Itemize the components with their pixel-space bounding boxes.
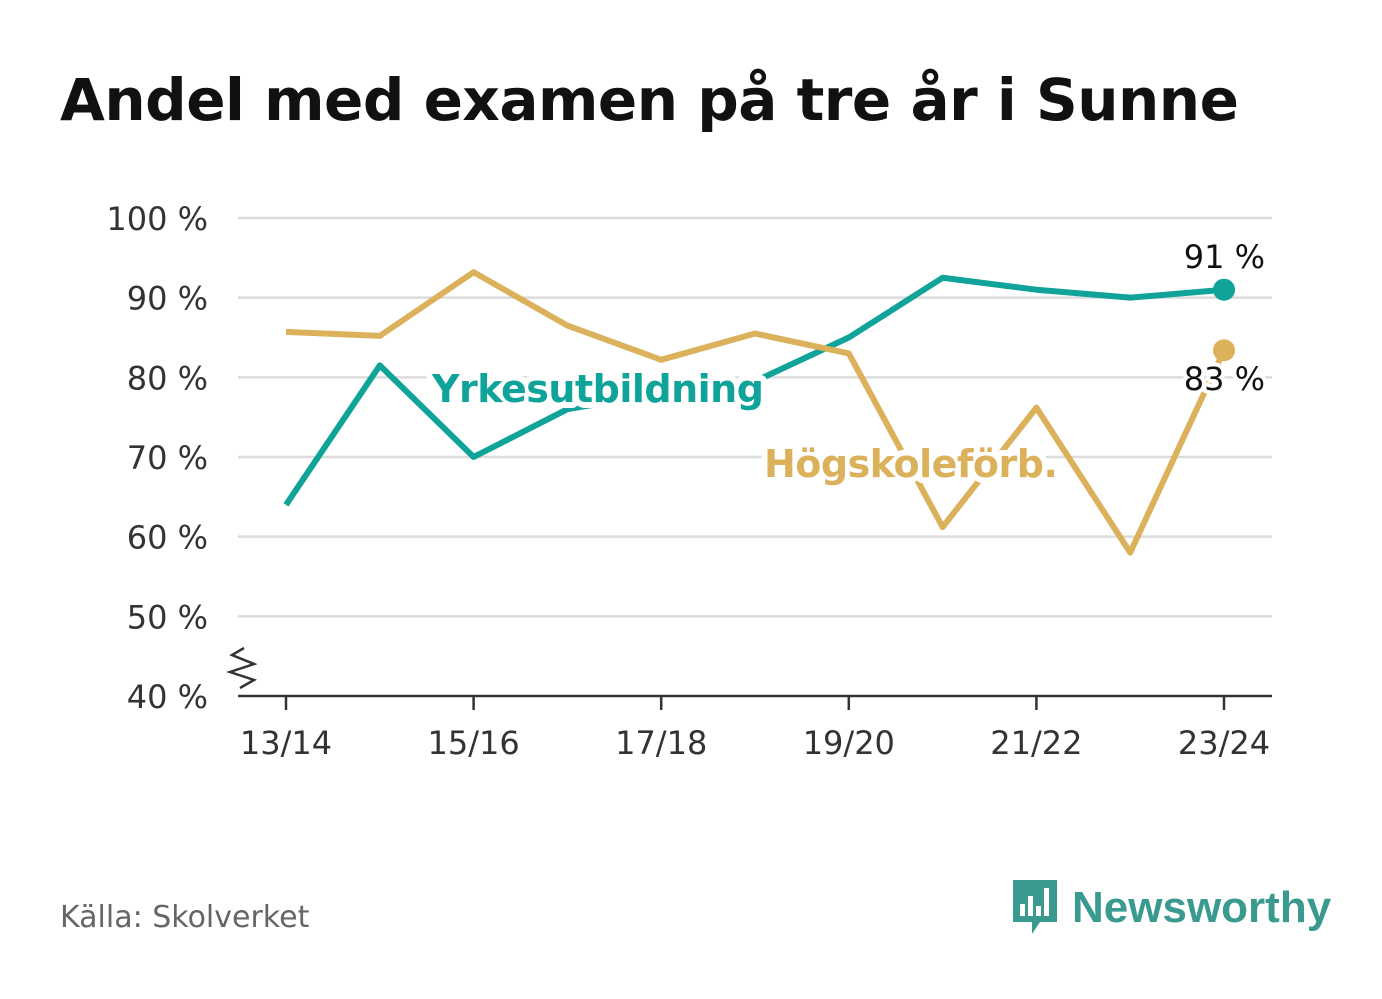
series-line-1 <box>285 269 1133 555</box>
x-tick-label: 13/14 <box>240 724 332 762</box>
chart-title: Andel med examen på tre år i Sunne <box>60 66 1239 134</box>
series-name-label-yrkes: Yrkesutbildning <box>431 367 763 411</box>
brand-name: Newsworthy <box>1072 883 1332 932</box>
brand-logo: Newsworthy <box>1010 878 1331 938</box>
grid-lines <box>238 216 1272 618</box>
series-name-label-hogskole: Högskoleförb. <box>764 442 1057 486</box>
series-line-0 <box>283 274 1131 507</box>
x-tick-label: 15/16 <box>427 724 519 762</box>
series-line-end-segment <box>1127 347 1227 556</box>
source-text: Källa: Skolverket <box>60 900 310 935</box>
y-tick-label: 100 % <box>106 200 208 238</box>
x-tick-label: 17/18 <box>615 724 707 762</box>
line-chart: 40 % 50 % 60 % 70 % 80 % 90 % 100 % 13/14 15/16… <box>106 200 1272 762</box>
y-tick-label: 60 % <box>127 519 208 557</box>
y-tick-label: 80 % <box>127 359 208 397</box>
y-tick-labels: 40 % 50 % 60 % 70 % 80 % 90 % 100 % <box>106 200 208 716</box>
bar-chart-speech-bubble-icon <box>1013 880 1057 934</box>
end-value-label: 83 % <box>1184 360 1265 398</box>
y-tick-label: 70 % <box>127 439 208 477</box>
y-tick-label: 40 % <box>127 678 208 716</box>
series-endpoint <box>1213 278 1235 301</box>
y-tick-label: 50 % <box>127 598 208 636</box>
series-lines <box>283 269 1235 556</box>
axis-break-mark <box>226 646 258 690</box>
x-tick-label: 23/24 <box>1178 724 1270 762</box>
y-tick-label: 90 % <box>127 280 208 318</box>
series-line-end-segment <box>1127 286 1227 301</box>
x-axis: 13/14 15/16 17/18 19/20 21/22 23/24 <box>226 646 1272 762</box>
x-tick-label: 19/20 <box>803 724 895 762</box>
end-value-label: 91 % <box>1184 238 1265 276</box>
x-tick-label: 21/22 <box>990 724 1082 762</box>
